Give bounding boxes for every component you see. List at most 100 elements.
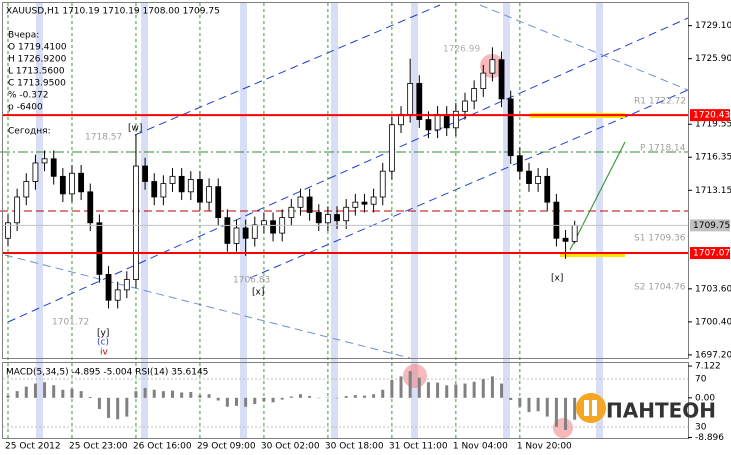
annotation: 1726.99 <box>443 45 480 55</box>
candle-body <box>562 237 569 242</box>
x-tick-label: 1 Nov 20:00 <box>517 442 572 452</box>
candle-body <box>105 273 112 301</box>
candle-body <box>178 175 185 193</box>
annotation: O 1719.4100 <box>8 43 67 53</box>
candle-body <box>32 162 39 182</box>
candle-body <box>571 224 578 242</box>
candle-body <box>379 170 386 198</box>
candle-body <box>425 119 432 131</box>
candle-body <box>133 165 139 280</box>
candle-body <box>169 175 176 184</box>
x-tick-label: 25 Oct 2012 <box>5 442 61 452</box>
candle-body <box>206 186 212 203</box>
candle-body <box>553 201 560 239</box>
y-tick-label: 1725.90 <box>695 54 731 64</box>
level-label-box <box>690 247 730 260</box>
annotation: P 1718.14 <box>640 144 686 154</box>
y-tick-label: -8.896 <box>695 433 724 443</box>
candle-body <box>388 124 395 172</box>
candle-body <box>471 88 478 102</box>
candle-body <box>498 59 505 100</box>
candle-body <box>516 155 523 172</box>
candle-body <box>535 175 542 184</box>
candle-body <box>251 224 258 239</box>
candle-body <box>123 279 130 291</box>
candle-body <box>352 201 359 208</box>
candle-body <box>407 83 414 115</box>
candle-body <box>242 227 249 239</box>
candle-body <box>416 83 423 120</box>
annotation: 1701.72 <box>52 318 89 328</box>
annotation: [y] <box>97 329 109 339</box>
annotation: R1 1722.72 <box>634 97 686 107</box>
level-label-box <box>690 109 730 122</box>
candle-body <box>233 227 240 244</box>
annotation: C 1713.9500 <box>8 79 66 89</box>
candle-body <box>507 98 514 157</box>
candle-body <box>270 220 276 234</box>
y-tick-label: 7.122 <box>695 362 721 372</box>
candle-body <box>59 175 66 195</box>
level-label: 1720.43 <box>693 111 730 121</box>
candle-body <box>288 206 295 219</box>
annotation: Вчера: <box>8 31 39 41</box>
candle-body <box>5 222 11 239</box>
x-tick-label: 29 Oct 09:00 <box>197 442 256 452</box>
candle-body <box>69 172 75 195</box>
annotation: [w] <box>128 124 142 134</box>
y-tick-label: 1700.40 <box>695 317 731 327</box>
annotation: S1 1709.36 <box>634 234 686 244</box>
projection <box>569 141 626 251</box>
annotation: iv <box>100 348 109 358</box>
price-frame <box>2 2 689 359</box>
logo-text: ПАНТЕОН <box>606 399 716 423</box>
candle-body <box>361 201 368 205</box>
candle-body <box>114 289 121 301</box>
x-tick-label: 30 Oct 18:00 <box>325 442 384 452</box>
level-label: 1707.07 <box>693 249 730 259</box>
candle-body <box>224 217 231 244</box>
plot <box>3 3 688 438</box>
channels <box>4 4 689 359</box>
y-tick-label: 0.00 <box>695 393 715 403</box>
candle-body <box>334 214 340 222</box>
candle-body <box>14 196 21 224</box>
candle-body <box>315 212 322 224</box>
x-tick-label: 1 Nov 04:00 <box>453 442 508 452</box>
candle-body <box>480 72 487 90</box>
annotation: Сегодня: <box>8 127 51 137</box>
indicator-frame <box>2 362 689 439</box>
candle-body <box>160 183 167 198</box>
candle-body <box>215 186 222 219</box>
y-tick-label: 1697.20 <box>695 350 731 360</box>
candle-body <box>151 181 158 198</box>
candle-body <box>142 165 149 182</box>
candle-body <box>370 196 377 205</box>
x-tick-label: 25 Oct 23:00 <box>69 442 128 452</box>
y-tick-label: 1703.60 <box>695 284 731 294</box>
x-tick-label: 26 Oct 16:00 <box>133 442 192 452</box>
annotation: p -6400 <box>8 103 43 113</box>
candle-body <box>544 175 551 203</box>
candle-body <box>526 170 532 184</box>
x-tick-label: 31 Oct 11:00 <box>389 442 448 452</box>
candle-body <box>452 110 459 129</box>
y2-tick-label: 30 <box>695 422 707 432</box>
y2-tick-label: 70 <box>695 374 707 384</box>
annotation: 1706.83 <box>233 276 270 286</box>
annotation: % -0.372 <box>8 91 48 101</box>
candle-body <box>443 114 450 129</box>
candle-body <box>462 100 468 112</box>
candle-body <box>87 191 94 224</box>
candle-body <box>187 179 194 193</box>
level-label: 1709.75 <box>693 221 730 231</box>
candle-body <box>324 214 331 224</box>
candle-body <box>297 196 304 208</box>
annotation: S2 1704.76 <box>634 283 686 293</box>
candle-body <box>23 181 30 198</box>
annotation: [x] <box>551 274 563 284</box>
target-zone <box>560 252 625 257</box>
candle-body <box>96 222 103 275</box>
